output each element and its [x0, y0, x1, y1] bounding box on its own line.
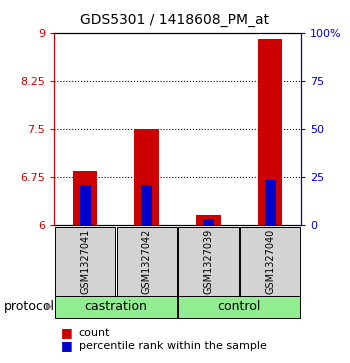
Text: GDS5301 / 1418608_PM_at: GDS5301 / 1418608_PM_at [80, 13, 270, 27]
Bar [79, 185, 91, 225]
Bar [196, 215, 221, 225]
Text: ■: ■ [61, 339, 73, 352]
FancyBboxPatch shape [240, 227, 300, 296]
Text: GSM1327041: GSM1327041 [80, 229, 90, 294]
Text: GSM1327039: GSM1327039 [203, 229, 214, 294]
Text: castration: castration [84, 300, 147, 313]
Text: GSM1327042: GSM1327042 [142, 229, 152, 294]
Bar [265, 180, 276, 225]
Text: protocol: protocol [4, 300, 55, 313]
FancyBboxPatch shape [178, 296, 300, 318]
Text: count: count [79, 328, 110, 338]
Text: control: control [218, 300, 261, 313]
FancyBboxPatch shape [178, 227, 239, 296]
Bar [134, 129, 159, 225]
FancyBboxPatch shape [55, 227, 115, 296]
Bar [203, 219, 214, 225]
Bar [73, 171, 97, 225]
Text: percentile rank within the sample: percentile rank within the sample [79, 340, 267, 351]
Text: ■: ■ [61, 326, 73, 339]
Bar [141, 185, 152, 225]
FancyBboxPatch shape [117, 227, 177, 296]
Text: GSM1327040: GSM1327040 [265, 229, 275, 294]
Bar [258, 39, 282, 225]
FancyBboxPatch shape [55, 296, 177, 318]
